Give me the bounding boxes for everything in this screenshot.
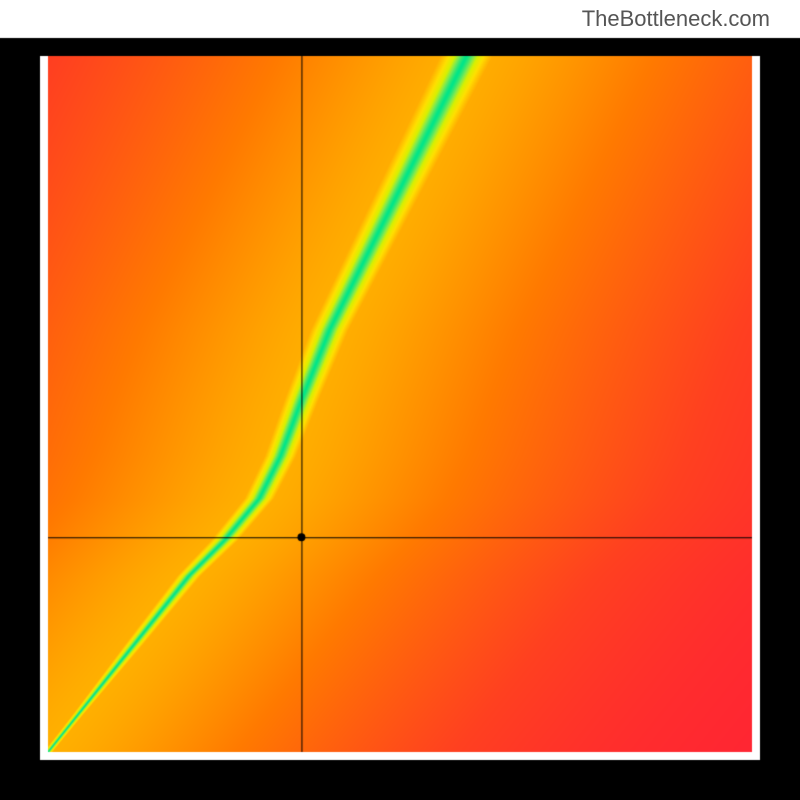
heatmap-canvas [0,0,800,800]
watermark-text: TheBottleneck.com [582,6,770,32]
chart-container: TheBottleneck.com [0,0,800,800]
